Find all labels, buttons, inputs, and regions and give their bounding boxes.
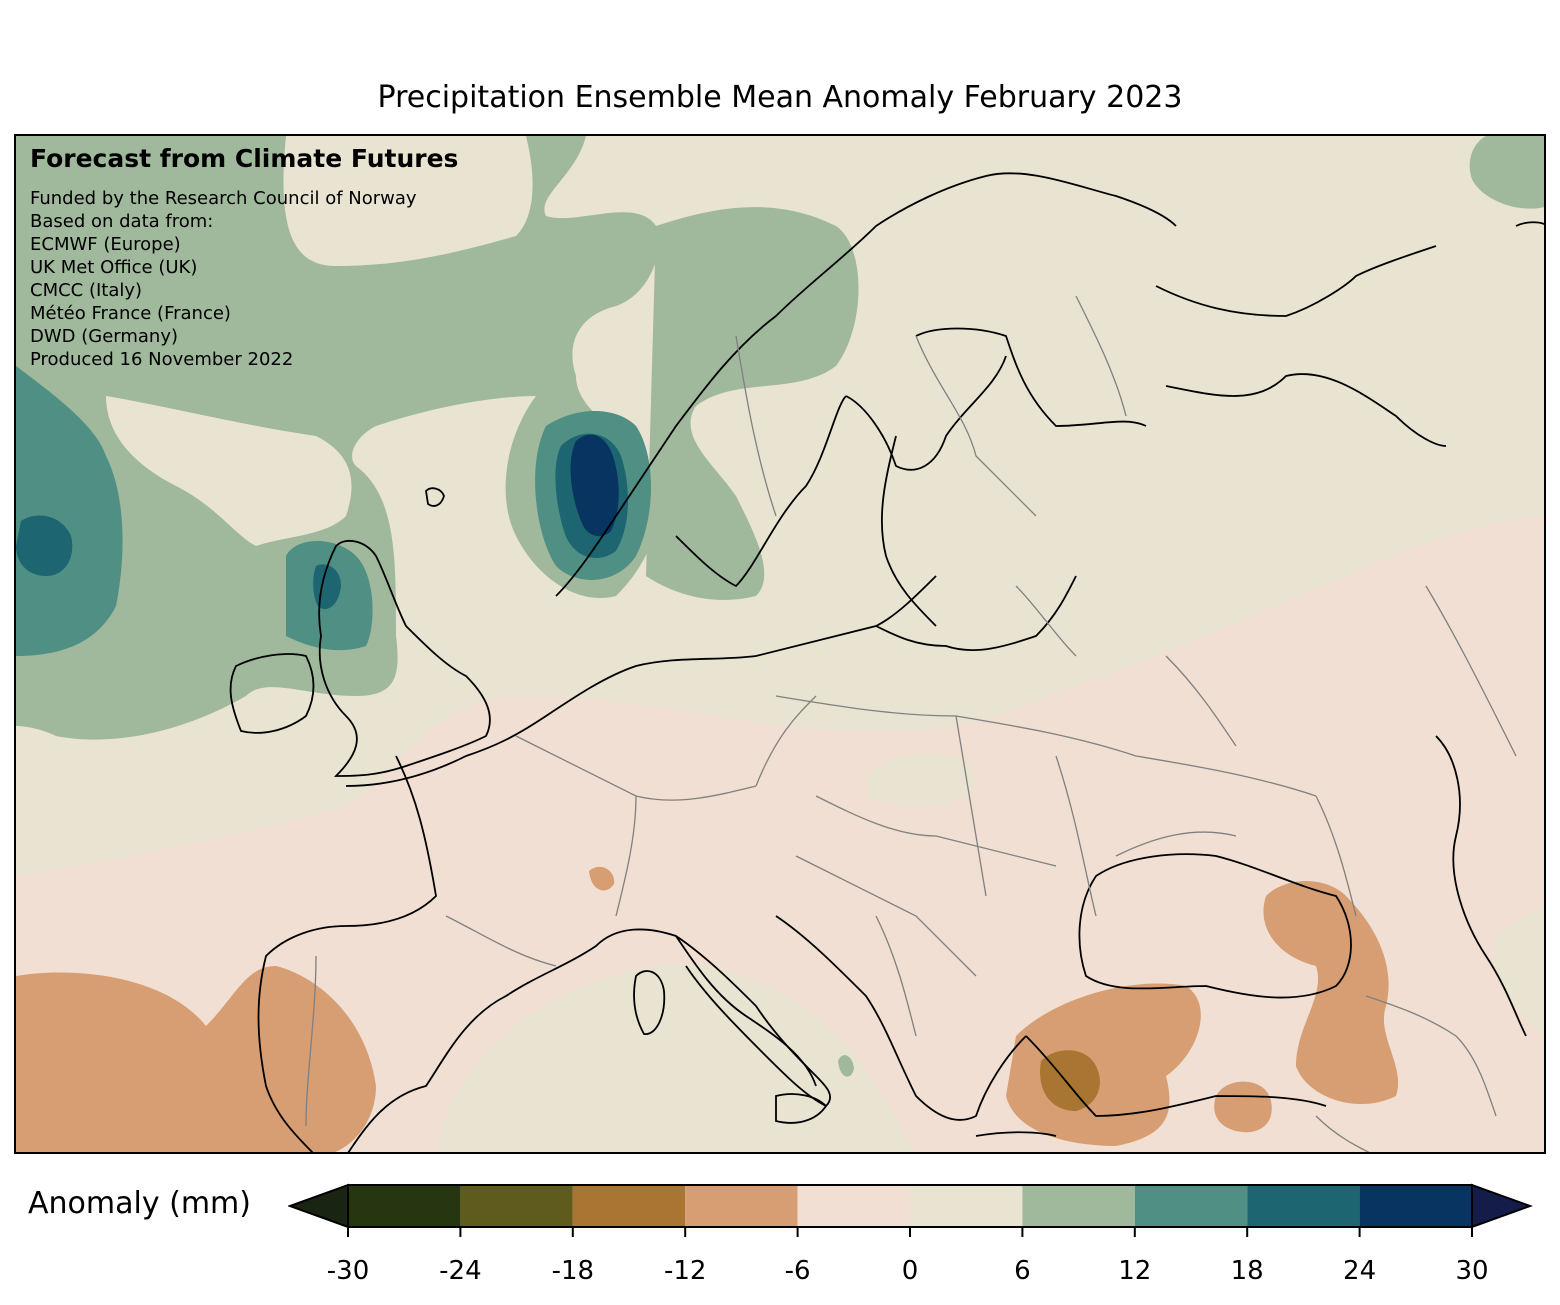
colorbar-tick-label: 6 [1014, 1256, 1031, 1286]
neutral-patch-mediterranean [436, 964, 914, 1152]
wet-core-atlantic [16, 515, 73, 576]
credits-line: Funded by the Research Council of Norway [30, 188, 417, 209]
map-title: Precipitation Ensemble Mean Anomaly Febr… [377, 80, 1183, 115]
colorbar-bin [348, 1185, 461, 1227]
coastlines [229, 172, 1544, 1152]
colorbar-bin [460, 1185, 573, 1227]
colorbar-under-arrow [288, 1183, 349, 1229]
dry-region-caucasus [1263, 881, 1399, 1105]
colorbar-bin [910, 1185, 1023, 1227]
colorbar-label: Anomaly (mm) [28, 1186, 251, 1221]
wet-core-norway [570, 434, 619, 537]
dry-region-alps [589, 866, 615, 891]
colorbar-bin [572, 1185, 686, 1227]
dry-core-aegean [1040, 1050, 1100, 1111]
colorbar-over-arrow [1471, 1183, 1533, 1229]
colorbar [288, 1183, 1533, 1237]
colorbar-tick-label: -18 [551, 1256, 595, 1286]
colorbar-tick-label: -12 [663, 1256, 707, 1286]
credits-line: Produced 16 November 2022 [30, 349, 294, 370]
colorbar-tick-label: 0 [901, 1256, 919, 1286]
credits-line: Météo France (France) [30, 303, 231, 324]
colorbar-tick-label: 24 [1343, 1256, 1377, 1286]
wet-region-atlantic [16, 136, 659, 740]
colorbar-tick-label: -24 [439, 1256, 482, 1286]
colorbar-bin [1247, 1185, 1360, 1227]
colorbar-bin [1359, 1185, 1472, 1227]
credits-block: Forecast from Climate Futures Funded by … [30, 144, 458, 371]
colorbar-tick-label: 12 [1118, 1256, 1152, 1286]
dry-region-turkey [1006, 983, 1201, 1146]
colorbar-bin [1134, 1185, 1248, 1227]
wet-region-sicily [838, 1055, 854, 1077]
colorbar-bin [797, 1185, 910, 1227]
wet-band-atlantic-teal [16, 366, 123, 656]
colorbar-tick-label: 18 [1230, 1256, 1264, 1286]
dry-region-levant [1214, 1081, 1272, 1133]
credits-line: CMCC (Italy) [30, 280, 143, 301]
colorbar-bin [685, 1185, 798, 1227]
credits-heading: Forecast from Climate Futures [30, 144, 459, 173]
dry-region-iberia [16, 966, 376, 1152]
map-panel [14, 134, 1546, 1154]
colorbar-bin [1022, 1185, 1135, 1227]
credits-line: Based on data from: [30, 211, 214, 232]
wet-region-north-atlantic-gap [106, 396, 352, 546]
wet-region-iceland-gap [283, 136, 533, 266]
colorbar-tick-label: -6 [784, 1256, 811, 1286]
colorbar-tick-label: -30 [326, 1256, 370, 1286]
anomaly-map [16, 136, 1544, 1152]
neutral-patch-central [866, 753, 976, 807]
credits-line: DWD (Germany) [30, 326, 179, 347]
country-borders [305, 295, 1517, 1152]
credits-line: UK Met Office (UK) [30, 257, 198, 278]
credits-line: ECMWF (Europe) [30, 234, 181, 255]
colorbar-tick-label: 30 [1455, 1256, 1489, 1286]
wet-region-arctic-east [1469, 136, 1544, 209]
neutral-patch-east [1494, 907, 1544, 1034]
wet-region-norway [646, 207, 859, 600]
